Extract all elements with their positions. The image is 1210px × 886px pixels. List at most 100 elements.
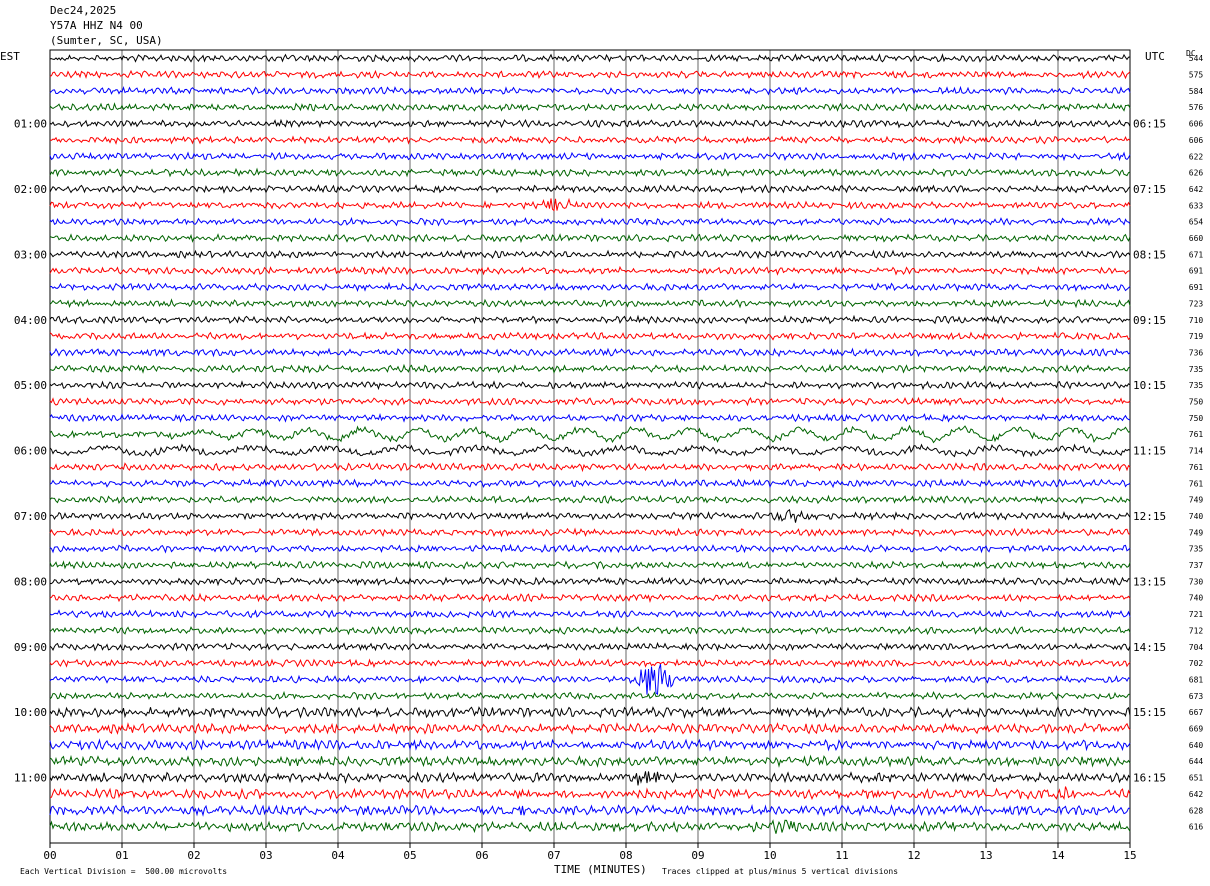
x-tick-label: 05	[403, 849, 416, 862]
trace-row	[49, 443, 1131, 458]
header-location: (Sumter, SC, USA)	[50, 34, 163, 47]
trace-row	[49, 509, 1131, 523]
dc-value: 712	[1189, 626, 1204, 635]
dc-value: 737	[1189, 561, 1204, 570]
dc-value: 714	[1189, 447, 1204, 456]
x-tick-label: 03	[259, 849, 272, 862]
trace-row	[49, 478, 1131, 489]
x-tick-label: 13	[979, 849, 992, 862]
dc-value: 626	[1189, 169, 1204, 178]
trace-row	[49, 576, 1131, 587]
dc-value: 761	[1189, 479, 1204, 488]
trace-row	[49, 396, 1131, 407]
trace-row	[49, 412, 1131, 423]
dc-value: 644	[1189, 757, 1204, 766]
dc-value: 669	[1189, 725, 1204, 734]
trace-row	[49, 560, 1131, 570]
trace-row	[49, 347, 1131, 358]
dc-value: 654	[1189, 218, 1204, 227]
dc-value: 660	[1189, 234, 1204, 243]
hour-label-est: 07:00	[14, 510, 47, 523]
trace-row	[49, 53, 1131, 63]
hour-label-utc: 16:15	[1133, 772, 1166, 785]
dc-value: 606	[1189, 120, 1204, 129]
trace-row	[49, 771, 1131, 786]
dc-value: 750	[1189, 398, 1204, 407]
trace-row	[49, 281, 1131, 293]
trace-row	[49, 722, 1131, 735]
x-tick-label: 07	[547, 849, 560, 862]
hour-label-est: 11:00	[14, 772, 47, 785]
hour-label-utc: 06:15	[1133, 118, 1166, 131]
plot-grid	[49, 49, 1131, 848]
label-group: 00 01 02 03 04 05 06 07 08 09 10 11 12 13 14 15 544 575 58…	[14, 54, 1204, 862]
trace-row	[49, 609, 1131, 619]
dc-value: 575	[1189, 71, 1204, 80]
dc-value: 606	[1189, 136, 1204, 145]
dc-value: 740	[1189, 594, 1204, 603]
trace-row	[49, 216, 1131, 227]
trace-row	[49, 494, 1131, 505]
dc-value: 736	[1189, 348, 1204, 357]
footer-clip-note: Traces clipped at plus/minus 5 vertical …	[662, 867, 899, 876]
dc-value: 749	[1189, 496, 1204, 505]
trace-row	[49, 184, 1131, 194]
dc-value: 750	[1189, 414, 1204, 423]
dc-value: 691	[1189, 267, 1204, 276]
hour-label-utc: 14:15	[1133, 641, 1166, 654]
dc-value: 651	[1189, 774, 1204, 783]
hour-label-utc: 12:15	[1133, 510, 1166, 523]
trace-row	[49, 625, 1131, 636]
dc-value: 730	[1189, 577, 1204, 586]
trace-row	[49, 331, 1131, 341]
hour-label-est: 08:00	[14, 575, 47, 588]
trace-row	[49, 738, 1131, 752]
dc-value: 633	[1189, 201, 1204, 210]
dc-value: 673	[1189, 692, 1204, 701]
dc-value: 735	[1189, 545, 1204, 554]
trace-row	[49, 298, 1131, 309]
dc-value: 622	[1189, 152, 1204, 161]
trace-row	[49, 641, 1131, 652]
trace-row	[49, 424, 1131, 444]
trace-row	[49, 592, 1131, 603]
x-tick-label: 01	[115, 849, 128, 862]
trace-row	[49, 705, 1131, 719]
dc-value: 681	[1189, 675, 1204, 684]
hour-label-utc: 07:15	[1133, 183, 1166, 196]
dc-value: 628	[1189, 806, 1204, 815]
trace-row	[49, 543, 1131, 554]
hour-label-est: 09:00	[14, 641, 47, 654]
trace-row	[49, 786, 1131, 801]
trace-row	[49, 527, 1131, 538]
dc-label: DC	[1186, 49, 1196, 58]
dc-value: 691	[1189, 283, 1204, 292]
x-tick-label: 10	[763, 849, 776, 862]
hour-label-est: 04:00	[14, 314, 47, 327]
dc-value: 723	[1189, 299, 1204, 308]
x-tick-label: 00	[43, 849, 56, 862]
x-tick-label: 12	[907, 849, 920, 862]
right-timezone-label: UTC	[1145, 50, 1165, 63]
trace-row	[49, 754, 1131, 768]
header-date: Dec24,2025	[50, 4, 117, 17]
hour-label-utc: 10:15	[1133, 379, 1166, 392]
dc-value: 702	[1189, 659, 1204, 668]
trace-row	[49, 118, 1131, 129]
trace-row	[49, 249, 1131, 260]
dc-value: 640	[1189, 741, 1204, 750]
trace-row	[49, 363, 1131, 374]
trace-row	[49, 664, 1131, 696]
dc-value: 667	[1189, 708, 1204, 717]
dc-value: 749	[1189, 528, 1204, 537]
hour-label-est: 02:00	[14, 183, 47, 196]
dc-value: 544	[1189, 54, 1204, 63]
hour-label-est: 03:00	[14, 248, 47, 261]
x-tick-label: 15	[1123, 849, 1136, 862]
hour-label-utc: 13:15	[1133, 575, 1166, 588]
trace-row	[49, 151, 1131, 162]
trace-row	[49, 819, 1131, 834]
x-tick-label: 02	[187, 849, 200, 862]
dc-value: 735	[1189, 381, 1204, 390]
